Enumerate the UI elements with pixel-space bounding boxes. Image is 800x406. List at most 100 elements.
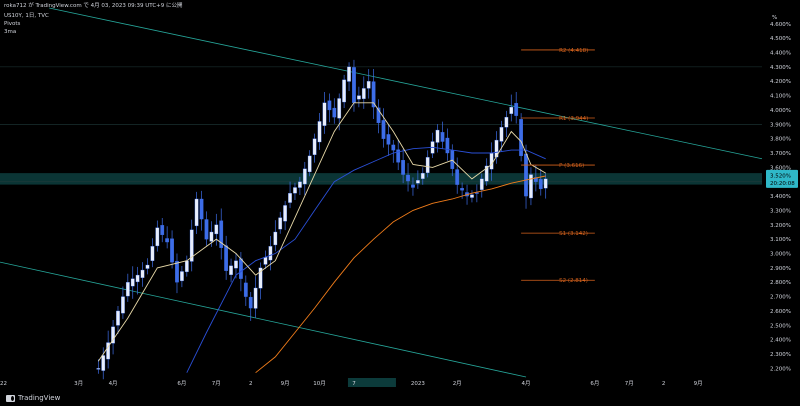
candle[interactable] (514, 92, 519, 124)
candle[interactable] (160, 217, 165, 243)
candle[interactable] (175, 253, 179, 294)
candle[interactable] (411, 177, 415, 196)
candle-body (116, 310, 120, 326)
candle-body (538, 179, 543, 190)
candle[interactable] (101, 347, 106, 380)
candle-body (411, 184, 415, 188)
candle[interactable] (96, 359, 101, 374)
candle[interactable] (116, 305, 120, 334)
candle[interactable] (455, 157, 460, 194)
candle-body (258, 267, 263, 289)
pivot-label: R2 (4.418) (559, 48, 588, 54)
candle[interactable] (214, 213, 219, 246)
candle[interactable] (509, 94, 514, 122)
candle[interactable] (440, 121, 445, 149)
candle[interactable] (376, 99, 381, 134)
candle-body (175, 261, 179, 283)
tradingview-brand[interactable]: TradingView (6, 394, 60, 402)
candle[interactable] (499, 120, 504, 153)
candle-body (268, 246, 273, 261)
candle[interactable] (307, 150, 312, 177)
candle[interactable] (381, 108, 386, 148)
candle[interactable] (165, 226, 170, 249)
candle-body (470, 194, 474, 198)
candle[interactable] (111, 319, 115, 355)
time-tick-label: 10月 (313, 380, 326, 387)
candle-body (199, 198, 204, 220)
tradingview-logo-icon (6, 394, 15, 402)
candle[interactable] (371, 68, 376, 120)
price-axis[interactable] (762, 0, 800, 406)
candle[interactable] (298, 176, 302, 195)
candle[interactable] (135, 266, 140, 295)
candle-body (489, 152, 494, 170)
candle[interactable] (150, 238, 155, 268)
candle-body (278, 217, 283, 230)
candle[interactable] (145, 258, 150, 275)
candle[interactable] (234, 253, 238, 279)
candle[interactable] (543, 173, 548, 199)
candle[interactable] (130, 266, 135, 299)
candle[interactable] (538, 168, 543, 196)
candle[interactable] (425, 150, 430, 178)
candle[interactable] (283, 200, 288, 231)
candle[interactable] (312, 133, 317, 163)
candle[interactable] (445, 128, 450, 161)
candle[interactable] (229, 258, 233, 283)
candle[interactable] (322, 91, 327, 134)
ma-mid-line (186, 146, 546, 373)
candle[interactable] (194, 191, 199, 234)
candle[interactable] (258, 262, 263, 300)
candle[interactable] (519, 113, 523, 162)
candle[interactable] (248, 292, 253, 321)
candle[interactable] (401, 149, 405, 184)
candle[interactable] (479, 173, 484, 198)
candle[interactable] (199, 190, 204, 231)
candle[interactable] (243, 275, 248, 306)
candle[interactable] (253, 276, 258, 318)
indicator-3ma[interactable]: 3ma (4, 29, 17, 35)
candle[interactable] (406, 163, 410, 192)
candle[interactable] (529, 167, 533, 206)
candle[interactable] (204, 211, 209, 246)
price-tick-label: 3.200% (770, 223, 791, 229)
candle[interactable] (140, 262, 145, 287)
candle[interactable] (293, 182, 297, 200)
candle[interactable] (180, 265, 184, 288)
candle[interactable] (327, 93, 332, 123)
time-axis-highlight (347, 378, 396, 387)
candle[interactable] (332, 98, 337, 124)
candle[interactable] (396, 139, 401, 171)
candle-body (376, 107, 381, 124)
candle[interactable] (189, 219, 194, 272)
candle[interactable] (273, 220, 278, 252)
candle[interactable] (317, 113, 322, 150)
candle[interactable] (347, 62, 351, 91)
candle[interactable] (106, 330, 111, 369)
candle-body (504, 116, 509, 128)
candle[interactable] (219, 208, 224, 260)
candle[interactable] (155, 220, 160, 252)
candle[interactable] (278, 211, 283, 234)
candle[interactable] (121, 286, 125, 319)
candle[interactable] (224, 235, 229, 280)
candle[interactable] (361, 76, 366, 109)
candle[interactable] (357, 86, 361, 108)
candle[interactable] (288, 181, 292, 209)
candle[interactable] (342, 74, 346, 108)
candle[interactable] (366, 69, 371, 99)
candle[interactable] (504, 110, 509, 137)
indicator-pivots[interactable]: Pivots (4, 21, 21, 27)
candle[interactable] (170, 230, 174, 269)
candle[interactable] (386, 124, 391, 156)
candle[interactable] (484, 158, 489, 186)
candle[interactable] (391, 139, 396, 163)
candle[interactable] (416, 170, 420, 189)
price-tick-label: 2.500% (770, 323, 791, 329)
candle[interactable] (470, 190, 474, 203)
candle[interactable] (420, 167, 425, 185)
candle[interactable] (302, 161, 307, 196)
candle-body (416, 180, 420, 184)
candle[interactable] (125, 273, 130, 302)
